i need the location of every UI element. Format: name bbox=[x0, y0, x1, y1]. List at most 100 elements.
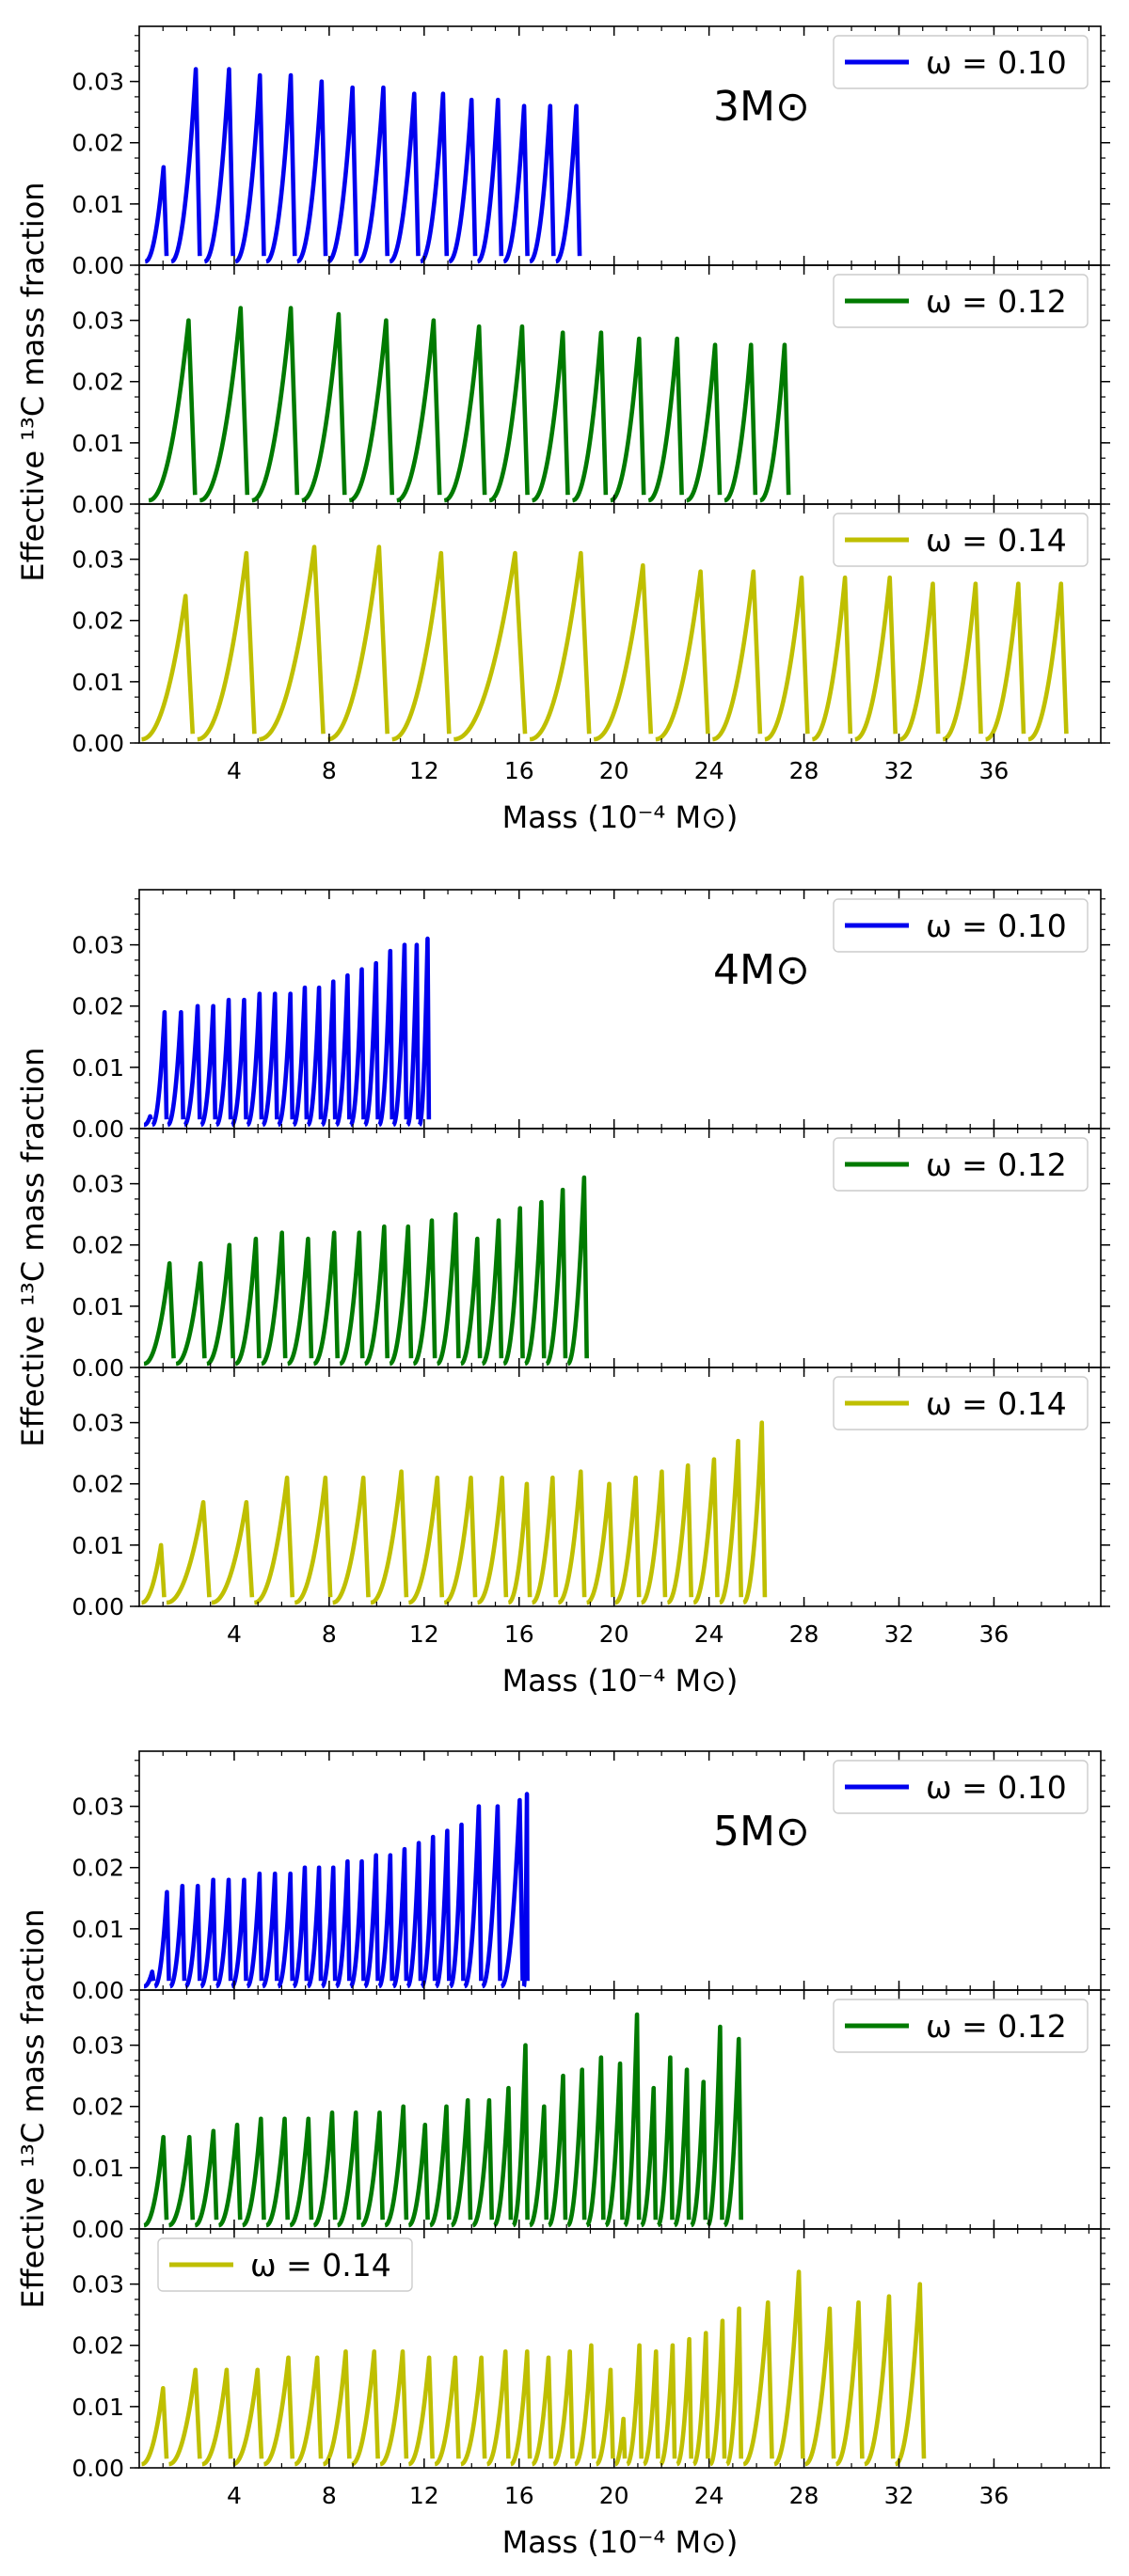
pulse-line bbox=[359, 2110, 385, 2228]
y-tick-label: 0.03 bbox=[72, 932, 124, 959]
series-line bbox=[142, 2012, 743, 2228]
pulse-line bbox=[327, 545, 390, 742]
pulse-line bbox=[306, 1865, 324, 1989]
pulse-line bbox=[391, 942, 409, 1128]
pulse-line bbox=[459, 2355, 487, 2467]
x-tick-label: 12 bbox=[409, 757, 439, 784]
pulse-line bbox=[233, 72, 266, 264]
panel-3-2: 0.00 0.01 0.02 0.03 ω = 0.12 bbox=[72, 1989, 1110, 2243]
pulse-line bbox=[711, 569, 763, 742]
legend: ω = 0.12 bbox=[833, 1999, 1089, 2053]
series-line bbox=[143, 67, 582, 264]
y-tick-label: 0.01 bbox=[72, 1054, 124, 1082]
panel-1-1: 0.00 0.01 0.02 0.03 ω = 0.10 bbox=[72, 25, 1110, 279]
pulse-line bbox=[565, 1175, 589, 1367]
x-tick-label: 20 bbox=[599, 2482, 629, 2509]
pulse-line bbox=[264, 72, 297, 264]
pulse-line bbox=[320, 1865, 338, 1989]
pulse-line bbox=[205, 1242, 235, 1367]
pulse-line bbox=[151, 1009, 169, 1128]
pulse-line bbox=[311, 2110, 338, 2228]
chart-group-1: 0.00 0.01 0.02 0.03 ω = 0.10 0.00 0.01 0.02 0.03… bbox=[15, 25, 1110, 835]
pulse-line bbox=[584, 2055, 606, 2228]
y-tick-label: 0.00 bbox=[72, 2216, 124, 2243]
pulse-line bbox=[246, 1871, 264, 1989]
pulse-line bbox=[1027, 581, 1069, 742]
pulse-line bbox=[322, 2348, 352, 2467]
pulse-line bbox=[609, 336, 646, 503]
x-tick-label: 20 bbox=[599, 1620, 629, 1648]
pulse-line bbox=[428, 2104, 452, 2228]
pulse-line bbox=[571, 330, 609, 503]
pulse-line bbox=[336, 2110, 361, 2228]
pulse-line bbox=[942, 581, 983, 742]
legend-label: ω = 0.10 bbox=[926, 44, 1067, 81]
pulse-line bbox=[312, 1230, 341, 1367]
pulse-line bbox=[501, 103, 530, 264]
pulse-line bbox=[253, 1475, 295, 1605]
pulse-line bbox=[288, 2116, 314, 2228]
y-tick-label: 0.03 bbox=[72, 546, 124, 574]
legend: ω = 0.14 bbox=[833, 1376, 1089, 1430]
pulse-line bbox=[407, 1475, 445, 1605]
pulse-line bbox=[557, 1469, 587, 1605]
y-tick-label: 0.01 bbox=[72, 1293, 124, 1320]
pulse-line bbox=[140, 2386, 169, 2467]
series-line bbox=[142, 1792, 530, 1989]
pulse-line bbox=[481, 1218, 504, 1367]
x-tick-label: 4 bbox=[227, 1620, 242, 1648]
pulse-line bbox=[199, 1004, 218, 1128]
pulse-line bbox=[459, 1236, 483, 1367]
pulse-line bbox=[377, 948, 395, 1128]
pulse-line bbox=[199, 306, 250, 503]
y-tick-label: 0.03 bbox=[72, 2271, 124, 2299]
pulse-line bbox=[241, 2116, 266, 2228]
pulse-line bbox=[659, 2343, 677, 2467]
pulse-line bbox=[369, 1469, 409, 1605]
x-tick-label: 8 bbox=[322, 2482, 337, 2509]
pulse-line bbox=[741, 2299, 774, 2467]
pulse-line bbox=[142, 1969, 156, 1989]
pulse-line bbox=[655, 569, 710, 742]
x-tick-label: 36 bbox=[979, 1620, 1010, 1648]
pulse-line bbox=[613, 1475, 642, 1605]
x-tick-label: 16 bbox=[504, 1620, 534, 1648]
legend-box bbox=[833, 1137, 1089, 1192]
pulse-line bbox=[396, 318, 442, 503]
pulse-line bbox=[531, 330, 570, 503]
y-tick-label: 0.02 bbox=[72, 608, 124, 635]
pulse-line bbox=[450, 2097, 473, 2228]
panel-2-1: 0.00 0.01 0.02 0.03 ω = 0.10 bbox=[72, 889, 1110, 1143]
pulse-line bbox=[573, 2343, 596, 2467]
pulse-line bbox=[362, 960, 380, 1128]
legend-box bbox=[833, 1760, 1089, 1814]
pulse-line bbox=[406, 2355, 435, 2467]
x-axis-title: Mass (10⁻⁴ M⊙) bbox=[502, 2524, 739, 2560]
pulse-line bbox=[334, 1858, 352, 1989]
pulse-line bbox=[639, 2085, 659, 2228]
pulse-line bbox=[142, 1114, 153, 1128]
pulse-line bbox=[666, 1462, 693, 1605]
pulse-line bbox=[604, 2061, 625, 2228]
y-tick-label: 0.00 bbox=[72, 1115, 124, 1143]
pulse-line bbox=[529, 550, 592, 742]
y-axis-title: Effective ¹³C mass fraction bbox=[15, 1908, 51, 2308]
pulse-line bbox=[706, 2024, 724, 2228]
y-tick-label: 0.01 bbox=[72, 2155, 124, 2182]
y-tick-label: 0.00 bbox=[72, 252, 124, 279]
pulse-line bbox=[492, 2085, 514, 2228]
pulse-line bbox=[276, 1871, 295, 1989]
legend-box bbox=[833, 1376, 1089, 1430]
pulse-line bbox=[528, 103, 556, 264]
pulse-line bbox=[565, 2067, 587, 2228]
legend-box bbox=[833, 274, 1089, 328]
x-tick-label: 16 bbox=[504, 2482, 534, 2509]
pulse-line bbox=[528, 2104, 549, 2228]
y-tick-label: 0.02 bbox=[72, 1232, 124, 1259]
x-tick-label: 16 bbox=[504, 757, 534, 784]
panel-frame bbox=[138, 503, 1102, 744]
legend-label: ω = 0.10 bbox=[926, 908, 1067, 944]
legend: ω = 0.14 bbox=[157, 2237, 413, 2292]
x-tick-label: 12 bbox=[409, 1620, 439, 1648]
